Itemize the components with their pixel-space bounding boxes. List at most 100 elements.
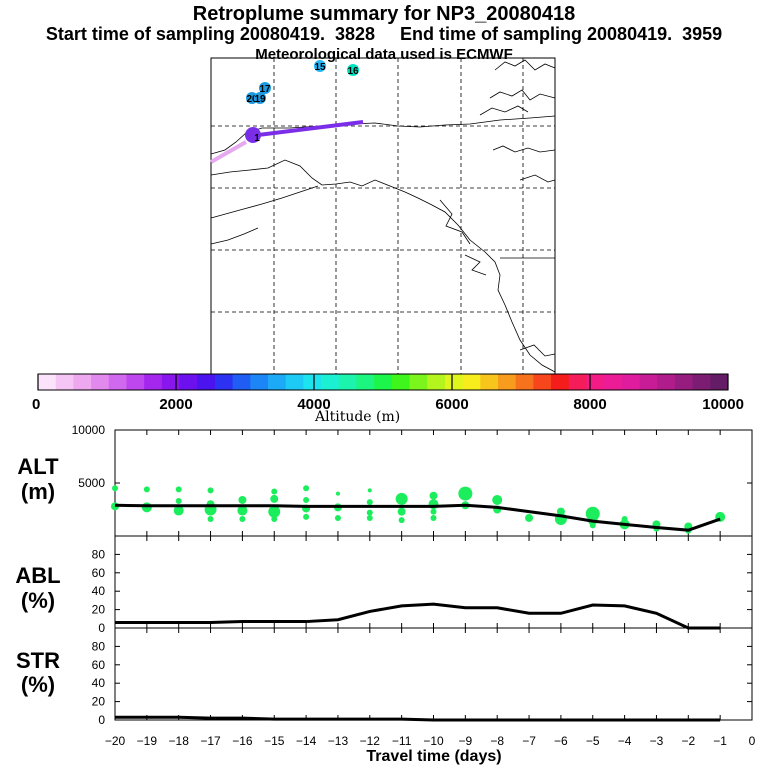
altitude-particle bbox=[589, 522, 596, 529]
colorbar-cell bbox=[285, 374, 304, 390]
colorbar-title: Altitude (m) bbox=[315, 409, 401, 425]
x-tick-label: −19 bbox=[137, 734, 158, 748]
series-line bbox=[115, 602, 721, 630]
colorbar-cell bbox=[303, 374, 322, 390]
colorbar-cell bbox=[533, 374, 552, 390]
altitude-particle bbox=[395, 492, 408, 505]
x-tick-label: −20 bbox=[105, 734, 126, 748]
altitude-particle bbox=[239, 516, 246, 523]
map-marker bbox=[259, 82, 271, 94]
x-tick-label: −11 bbox=[392, 734, 412, 748]
map-marker bbox=[347, 64, 359, 76]
panel-ylabel: (%) bbox=[21, 672, 55, 697]
colorbar-cell bbox=[568, 374, 587, 390]
x-tick-label: −8 bbox=[490, 734, 504, 748]
map-grid bbox=[211, 58, 555, 374]
altitude-particle bbox=[143, 486, 150, 493]
y-tick-label: 80 bbox=[92, 547, 106, 561]
y-tick-label: 20 bbox=[92, 695, 106, 709]
colorbar-cell bbox=[338, 374, 357, 390]
altitude-particle bbox=[334, 514, 341, 521]
colorbar-cell bbox=[621, 374, 641, 390]
sampling-times: Start time of sampling 20080419. 3828 En… bbox=[45, 24, 723, 44]
y-tick-label: 20 bbox=[92, 603, 106, 617]
colorbar-cell bbox=[391, 374, 411, 390]
map-marker bbox=[254, 92, 266, 104]
altitude-particle bbox=[175, 498, 182, 505]
altitude-particle bbox=[207, 516, 214, 523]
colorbar-cell bbox=[604, 374, 623, 390]
colorbar-cell bbox=[480, 374, 499, 390]
colorbar-cell bbox=[427, 374, 446, 390]
colorbar-cell bbox=[197, 374, 216, 390]
altitude-particle bbox=[270, 494, 279, 503]
altitude-particle bbox=[268, 505, 281, 518]
altitude-particle bbox=[112, 485, 118, 492]
y-tick-label: 10000 bbox=[72, 423, 106, 437]
altitude-particle bbox=[429, 491, 438, 500]
altitude-particle bbox=[397, 507, 406, 516]
altitude-particle bbox=[398, 517, 405, 524]
colorbar-cell bbox=[657, 374, 676, 390]
map-marker-label: 19 bbox=[254, 94, 266, 105]
colorbar-cell bbox=[674, 374, 694, 390]
colorbar-cell bbox=[444, 374, 464, 390]
series-line bbox=[114, 503, 721, 532]
x-tick-label: −4 bbox=[618, 734, 632, 748]
altitude-particle bbox=[366, 499, 373, 506]
colorbar-cell bbox=[108, 374, 127, 390]
altitude-particle bbox=[303, 485, 310, 492]
y-tick-label: 40 bbox=[92, 676, 106, 690]
colorbar-cell bbox=[179, 374, 198, 390]
colorbar-cell bbox=[55, 374, 74, 390]
y-tick-label: 80 bbox=[92, 639, 106, 653]
colorbar-cell bbox=[374, 374, 393, 390]
map-marker-label: 16 bbox=[347, 66, 359, 77]
x-tick-label: −9 bbox=[459, 734, 473, 748]
x-tick-label: −16 bbox=[232, 734, 253, 748]
panel-ylabel: ALT bbox=[17, 454, 59, 479]
chart-title: Retroplume summary for NP3_20080418 bbox=[192, 3, 576, 25]
altitude-particle bbox=[366, 514, 373, 521]
map-marker-label: 17 bbox=[259, 84, 271, 95]
colorbar-cell bbox=[91, 374, 110, 390]
colorbar-cell bbox=[73, 374, 92, 390]
y-tick-label: 40 bbox=[92, 584, 106, 598]
colorbar-cell bbox=[692, 374, 711, 390]
x-tick-label: −2 bbox=[681, 734, 695, 748]
altitude-particle bbox=[492, 494, 503, 505]
colorbar-tick-label: 6000 bbox=[435, 396, 468, 413]
y-tick-label: 0 bbox=[98, 713, 105, 727]
colorbar-cell bbox=[268, 374, 287, 390]
plume-start-marker bbox=[245, 127, 261, 143]
altitude-particle bbox=[458, 486, 473, 501]
x-tick-label: −7 bbox=[522, 734, 536, 748]
colorbar-tick-label: 4000 bbox=[297, 396, 330, 413]
x-tick-label: −15 bbox=[264, 734, 285, 748]
altitude-particle bbox=[303, 513, 310, 520]
map-marker-label: 1 bbox=[254, 133, 260, 144]
colorbar-cell bbox=[710, 374, 729, 390]
y-tick-label: 60 bbox=[92, 658, 106, 672]
colorbar-cell bbox=[498, 374, 517, 390]
x-tick-label: −17 bbox=[200, 734, 221, 748]
colorbar-cell bbox=[586, 374, 605, 390]
met-data-note: Meteorological data used is ECMWF bbox=[255, 46, 513, 63]
x-tick-label: −12 bbox=[360, 734, 381, 748]
colorbar-cell bbox=[551, 374, 570, 390]
x-tick-label: −18 bbox=[169, 734, 190, 748]
colorbar-tick-label: 2000 bbox=[159, 396, 192, 413]
panel-frame bbox=[114, 627, 753, 721]
y-tick-label: 60 bbox=[92, 566, 106, 580]
altitude-particle bbox=[367, 488, 372, 493]
altitude-particle bbox=[141, 502, 152, 513]
altitude-particle bbox=[238, 495, 247, 504]
altitude-particle bbox=[237, 505, 248, 516]
panel-ylabel: (m) bbox=[21, 479, 55, 504]
colorbar-cell bbox=[38, 374, 57, 390]
altitude-particle bbox=[366, 509, 373, 516]
x-tick-label: −13 bbox=[328, 734, 349, 748]
colorbar-cell bbox=[126, 374, 145, 390]
